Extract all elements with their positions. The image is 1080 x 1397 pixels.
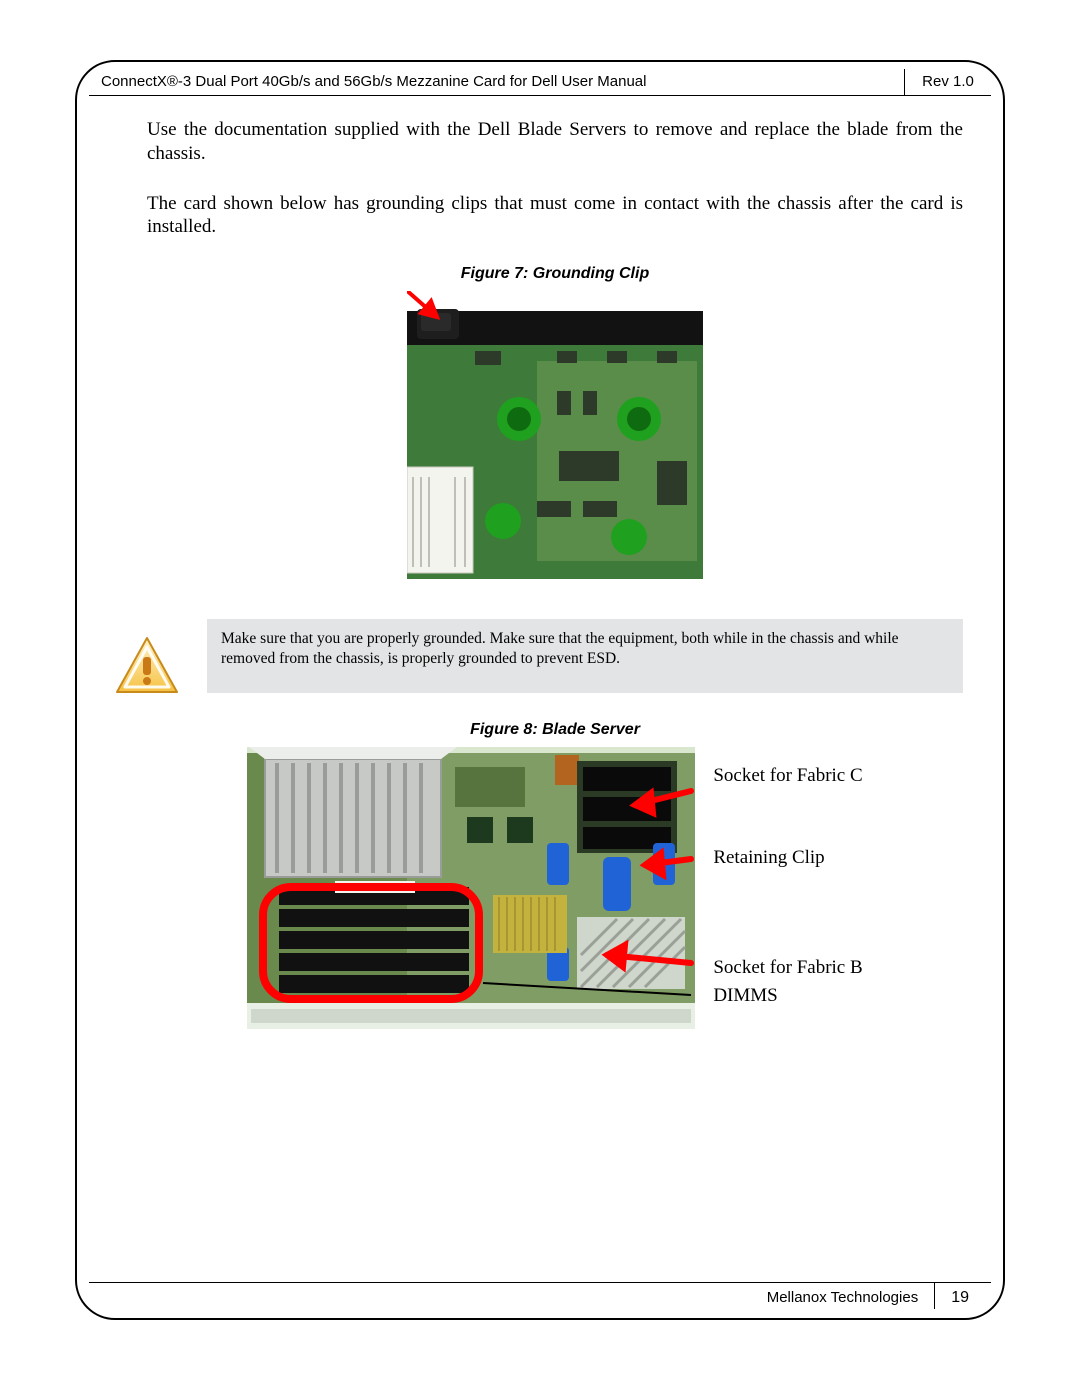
- warning-text: Make sure that you are properly grounded…: [221, 630, 899, 667]
- footer-page-number: 19: [935, 1283, 991, 1307]
- warning-icon-cell: [87, 619, 207, 697]
- header-revision: Rev 1.0: [905, 67, 991, 90]
- header-title: ConnectX®-3 Dual Port 40Gb/s and 56Gb/s …: [89, 67, 904, 90]
- page-footer: Mellanox Technologies 19: [89, 1282, 991, 1318]
- figure8-label-dimms: DIMMS: [713, 985, 862, 1007]
- figure8-caption: Figure 8: Blade Server: [147, 721, 963, 739]
- page-content: Use the documentation supplied with the …: [147, 118, 963, 1029]
- figure7-image: [407, 291, 703, 579]
- figure8-label-retaining-clip: Retaining Clip: [713, 847, 862, 869]
- page-header: ConnectX®-3 Dual Port 40Gb/s and 56Gb/s …: [89, 62, 991, 96]
- figure8-labels: Socket for Fabric C Retaining Clip Socke…: [713, 747, 862, 1007]
- paragraph-1: Use the documentation supplied with the …: [147, 118, 963, 166]
- warning-icon: [113, 635, 181, 697]
- page-frame: ConnectX®-3 Dual Port 40Gb/s and 56Gb/s …: [75, 60, 1005, 1320]
- warning-row: Make sure that you are properly grounded…: [87, 619, 963, 697]
- figure7-container: [147, 291, 963, 579]
- figure7-caption: Figure 7: Grounding Clip: [147, 265, 963, 283]
- figure8-image: [247, 747, 695, 1029]
- figure8-label-fabric-b: Socket for Fabric B: [713, 957, 862, 979]
- footer-company: Mellanox Technologies: [751, 1283, 935, 1306]
- figure8-container: Socket for Fabric C Retaining Clip Socke…: [147, 747, 963, 1029]
- paragraph-2: The card shown below has grounding clips…: [147, 192, 963, 240]
- figure8-label-fabric-c: Socket for Fabric C: [713, 765, 862, 787]
- warning-box: Make sure that you are properly grounded…: [207, 619, 963, 693]
